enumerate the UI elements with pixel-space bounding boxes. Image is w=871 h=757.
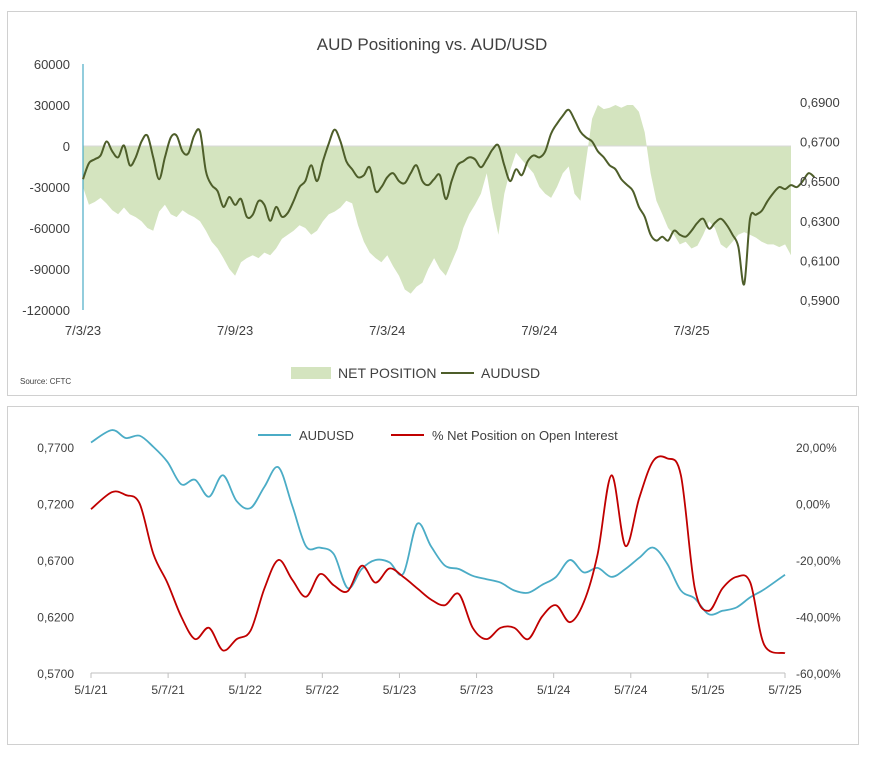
x-tick-label: 5/1/25 [691,683,725,697]
y-right-tick-label: 0,6100 [800,253,840,268]
net-position-oi-chart-panel: 0,7700 0,7200 0,6700 0,6200 0,5700 20,00% 0,00… [7,406,859,745]
x-tick-label: 7/3/24 [369,323,405,338]
aud-positioning-chart: AUD Positioning vs. AUD/USD 60000 30000 0 -3… [20,35,840,386]
y-right-tick-label: -60,00% [796,667,841,681]
y-left-tick-label: 0,7200 [37,498,74,512]
y-left-tick-label: -60000 [30,221,70,236]
y-right-tick-label: 20,00% [796,441,837,455]
aud-positioning-chart-panel: AUD Positioning vs. AUD/USD 60000 30000 0 -3… [7,11,857,396]
y-left-tick-label: -120000 [22,303,70,318]
y-right-tick-label: 0,6300 [800,214,840,229]
net-position-oi-line [90,455,786,655]
y-left-tick-label: 0,7700 [37,441,74,455]
legend-net-position-label: % Net Position on Open Interest [432,428,618,443]
x-tick-label: 5/7/24 [614,683,648,697]
x-tick-label: 7/9/23 [217,323,253,338]
legend-audusd-label: AUDUSD [481,365,540,381]
audusd-line [82,108,816,286]
x-tick-label: 5/1/23 [383,683,417,697]
y-right-tick-label: 0,6700 [800,134,840,149]
legend-net-position-swatch [291,367,331,379]
y-left-tick-label: -90000 [30,262,70,277]
y-right-tick-label: 0,5900 [800,293,840,308]
x-tick-label: 5/7/25 [768,683,802,697]
y-right-tick-label: 0,6500 [800,174,840,189]
x-tick-label: 5/7/23 [460,683,494,697]
x-tick-label: 7/3/25 [673,323,709,338]
y-right-tick-label: -20,00% [796,554,841,568]
y-left-tick-label: 0,6200 [37,611,74,625]
y-right-tick-label: 0,00% [796,498,830,512]
y-left-tick-label: 0,5700 [37,667,74,681]
net-position-oi-chart: 0,7700 0,7200 0,6700 0,6200 0,5700 20,00% 0,00… [37,428,841,697]
y-left-tick-label: 30000 [34,98,70,113]
x-tick-label: 5/7/22 [306,683,340,697]
y-left-tick-label: 0,6700 [37,554,74,568]
x-tick-label: 7/3/23 [65,323,101,338]
x-tick-label: 5/1/22 [229,683,263,697]
y-right-tick-label: -40,00% [796,611,841,625]
audusd-line [90,429,786,616]
source-label: Source: CFTC [20,377,71,386]
y-right-tick-label: 0,6900 [800,95,840,110]
y-left-tick-label: 0 [63,139,70,154]
legend-net-position-label: NET POSITION [338,365,437,381]
net-position-area [83,105,791,294]
chart-title: AUD Positioning vs. AUD/USD [317,35,548,54]
y-left-tick-label: -30000 [30,180,70,195]
x-tick-label: 5/1/24 [537,683,571,697]
x-tick-label: 5/1/21 [74,683,108,697]
x-tick-label: 5/7/21 [151,683,185,697]
x-tick-label: 7/9/24 [521,323,557,338]
legend-audusd-label: AUDUSD [299,428,354,443]
y-left-tick-label: 60000 [34,57,70,72]
